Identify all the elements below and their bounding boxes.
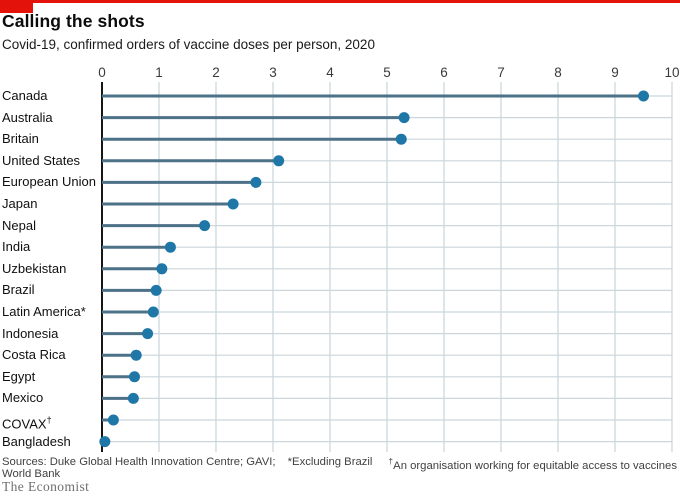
x-tick-label: 7: [497, 65, 505, 80]
dagger-symbol: †: [46, 415, 52, 425]
value-dot: [638, 90, 649, 102]
dagger-symbol: †: [388, 456, 394, 466]
value-dot: [107, 414, 119, 426]
category-label: Britain: [2, 131, 39, 147]
x-tick-label: 3: [269, 65, 277, 80]
value-dot: [227, 198, 239, 210]
value-dot: [156, 263, 168, 275]
category-label: Bangladesh: [2, 433, 71, 449]
x-tick-label: 5: [383, 65, 391, 80]
sources-text: Sources: Duke Global Health Innovation C…: [2, 456, 276, 480]
x-tick-label: 6: [440, 65, 448, 80]
category-label: Egypt: [2, 368, 36, 384]
footnote-excluding-brazil: *Excluding Brazil: [287, 456, 373, 468]
brand-red-tab: [0, 0, 33, 13]
chart-title: Calling the shots: [2, 11, 145, 31]
value-dot: [150, 284, 162, 296]
category-label: Indonesia: [2, 325, 59, 341]
category-label: European Union: [2, 174, 96, 190]
category-label: Australia: [2, 109, 53, 125]
category-label: Latin America*: [2, 304, 86, 319]
value-dot: [199, 220, 211, 232]
value-dot: [147, 306, 159, 318]
x-tick-label: 1: [155, 65, 163, 80]
value-dot: [128, 371, 140, 383]
x-tick-label: 8: [554, 65, 562, 80]
chart-subtitle: Covid-19, confirmed orders of vaccine do…: [2, 37, 375, 52]
footnotes: *Excluding Brazil †An organisation worki…: [288, 456, 677, 472]
x-tick-label: 9: [611, 65, 619, 80]
value-dot: [273, 155, 285, 167]
x-tick-label: 2: [212, 65, 220, 80]
dagger-text: An organisation working for equitable ac…: [393, 459, 677, 472]
value-dot: [250, 176, 262, 188]
x-tick-label: 0: [98, 65, 106, 80]
brand-top-rule: [0, 0, 680, 3]
category-label: Canada: [2, 88, 48, 103]
category-label: COVAX†: [2, 415, 52, 432]
category-label: Costa Rica: [2, 347, 66, 363]
footnote-covax: †An organisation working for equitable a…: [388, 456, 677, 472]
category-label: Uzbekistan: [2, 260, 67, 276]
value-dot: [142, 328, 154, 340]
category-label: Nepal: [2, 217, 36, 233]
x-tick-label: 4: [326, 65, 334, 80]
category-label: Brazil: [2, 282, 35, 298]
value-dot: [398, 112, 410, 124]
value-dot: [130, 349, 142, 361]
x-tick-label: 10: [664, 65, 680, 80]
category-label: Japan: [2, 196, 38, 211]
economist-signature: The Economist: [2, 479, 90, 494]
category-label: Mexico: [2, 390, 44, 406]
value-dot: [164, 241, 176, 253]
category-label: United States: [2, 152, 81, 168]
category-label: India: [2, 239, 31, 255]
value-dot: [99, 436, 111, 448]
value-dot: [127, 392, 139, 404]
value-dot: [395, 133, 407, 145]
footnotes-row: Sources: Duke Global Health Innovation C…: [2, 456, 677, 480]
